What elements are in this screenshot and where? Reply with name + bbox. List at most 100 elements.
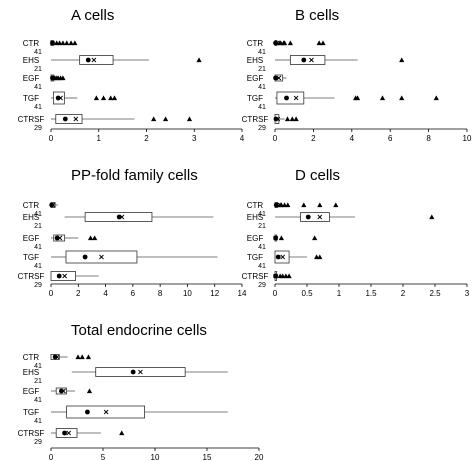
- outlier-point: [289, 116, 295, 122]
- outlier-point: [64, 40, 70, 46]
- box: [289, 55, 326, 65]
- outlier-point: [285, 202, 291, 208]
- outlier-point: [399, 57, 405, 63]
- chart-title: PP-fold family cells: [71, 167, 198, 184]
- group-n: 21: [258, 223, 266, 230]
- box: [55, 114, 83, 124]
- median-dot: [62, 430, 67, 436]
- group-label: TGF: [23, 408, 39, 417]
- outlier-point: [85, 354, 92, 360]
- x-tick-label: 5: [101, 453, 106, 461]
- outlier-point: [92, 235, 98, 241]
- mean-marker: [276, 75, 282, 81]
- median-dot: [62, 116, 68, 122]
- group-n: 41: [34, 84, 42, 91]
- mean-marker: [58, 95, 63, 101]
- group-label: CTRSF: [18, 272, 45, 281]
- x-tick-label: 2: [401, 289, 406, 298]
- x-tick-label: 0.5: [301, 289, 313, 298]
- outlier-point: [354, 95, 361, 101]
- outlier-point: [163, 116, 169, 122]
- mean-marker: [57, 235, 63, 241]
- group-n: 29: [34, 439, 42, 446]
- group-label: EHS: [23, 56, 39, 65]
- outlier-point: [284, 116, 291, 122]
- outlier-point: [79, 354, 85, 360]
- outlier-point: [429, 214, 435, 220]
- chart-title: B cells: [295, 7, 339, 24]
- group-label: EGF: [23, 234, 40, 243]
- outlier-point: [108, 95, 114, 101]
- group-n: 21: [34, 66, 42, 73]
- group-n: 41: [34, 49, 42, 56]
- group-n: 21: [34, 378, 42, 385]
- mean-marker: [103, 409, 109, 415]
- group-label: CTRSF: [18, 115, 45, 124]
- outlier-point: [151, 116, 157, 122]
- x-tick-label: 4: [103, 289, 108, 298]
- mean-marker: [99, 254, 104, 260]
- outlier-point: [60, 75, 66, 81]
- outlier-point: [286, 273, 292, 279]
- outlier-point: [379, 95, 386, 101]
- x-tick-label: 0: [49, 134, 54, 143]
- box: [276, 91, 305, 105]
- group-n: 41: [34, 397, 42, 404]
- group-label: EHS: [23, 213, 39, 222]
- chart-title: Total endocrine cells: [71, 322, 207, 339]
- x-tick-label: 8: [426, 134, 431, 143]
- x-tick-label: 12: [210, 289, 219, 298]
- group-label: CTR: [23, 39, 40, 48]
- median-dot: [275, 254, 281, 260]
- group-label: CTR: [247, 39, 264, 48]
- mean-marker: [54, 354, 60, 360]
- mean-marker: [62, 273, 67, 279]
- group-n: 29: [34, 282, 42, 289]
- mean-marker: [66, 430, 71, 436]
- outlier-point: [87, 235, 94, 241]
- box: [274, 250, 290, 264]
- outlier-point: [56, 40, 63, 46]
- group-label: EGF: [23, 387, 40, 396]
- median-dot: [85, 409, 90, 415]
- group-n: 41: [258, 211, 266, 218]
- mean-marker: [317, 214, 323, 220]
- mean-marker: [274, 202, 280, 208]
- median-dot: [305, 214, 311, 220]
- median-dot: [273, 202, 279, 208]
- x-tick-label: 14: [238, 289, 247, 298]
- group-label: EHS: [247, 213, 263, 222]
- median-dot: [284, 95, 289, 101]
- median-dot: [273, 75, 278, 81]
- x-tick-label: 0: [273, 134, 278, 143]
- group-n: 29: [258, 125, 266, 132]
- outlier-point: [186, 116, 193, 122]
- x-tick-label: 10: [183, 289, 192, 298]
- x-tick-label: 2: [144, 134, 149, 143]
- group-label: CTRSF: [18, 429, 45, 438]
- x-tick-label: 8: [158, 289, 163, 298]
- group-label: EGF: [247, 234, 264, 243]
- median-dot: [56, 273, 62, 279]
- mean-marker: [138, 369, 143, 375]
- chart-title: D cells: [295, 167, 340, 184]
- median-dot: [55, 95, 61, 101]
- chart-title: A cells: [71, 7, 114, 24]
- group-n: 21: [34, 223, 42, 230]
- group-n: 41: [34, 263, 42, 270]
- group-label: EHS: [23, 368, 39, 377]
- outlier-point: [333, 202, 339, 208]
- x-tick-label: 1: [97, 134, 102, 143]
- x-tick-label: 6: [131, 289, 136, 298]
- x-tick-label: 15: [203, 453, 212, 461]
- group-n: 41: [34, 211, 42, 218]
- group-label: EGF: [23, 74, 40, 83]
- outlier-point: [287, 40, 293, 46]
- x-tick-label: 3: [465, 289, 470, 298]
- x-tick-label: 1.5: [365, 289, 377, 298]
- mean-marker: [275, 116, 281, 122]
- mean-marker: [50, 202, 56, 208]
- x-tick-label: 10: [463, 134, 472, 143]
- outlier-point: [312, 235, 318, 241]
